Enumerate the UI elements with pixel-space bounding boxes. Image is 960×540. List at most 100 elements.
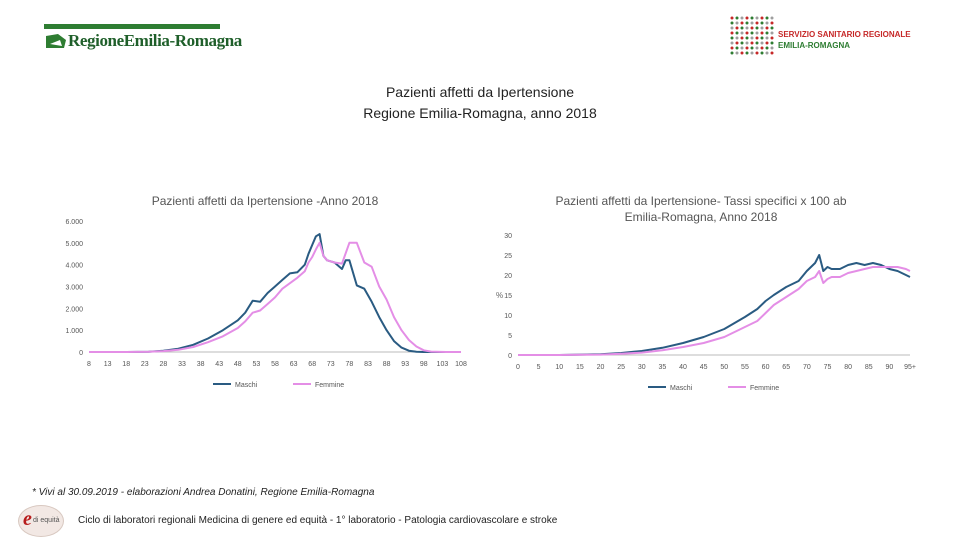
- x-tick-label: 45: [700, 364, 708, 371]
- logo-dot: [740, 46, 744, 50]
- logo-dot: [760, 21, 764, 25]
- logo-dot: [765, 16, 769, 20]
- regione-name: RegioneEmilia-Romagna: [68, 31, 242, 50]
- x-tick-label: 43: [215, 361, 223, 368]
- series-line-femmine: [89, 241, 461, 353]
- logo-dot: [760, 31, 764, 35]
- logo-dot: [760, 41, 764, 45]
- y-tick-label: 0: [79, 350, 83, 357]
- y-tick-label: 1.000: [65, 328, 83, 335]
- logo-dot: [745, 46, 749, 50]
- x-tick-label: 20: [597, 364, 605, 371]
- x-tick-label: 83: [364, 361, 372, 368]
- logo-dot: [750, 41, 754, 45]
- regione-logo: RegioneEmilia-Romagna: [44, 24, 242, 56]
- logo-dot: [755, 36, 759, 40]
- y-tick-label: 30: [504, 233, 512, 240]
- ssr-line2: EMILIA-ROMAGNA: [778, 41, 850, 50]
- y-tick-label: 5: [508, 333, 512, 340]
- x-tick-label: 88: [383, 361, 391, 368]
- y-tick-label: 15: [504, 293, 512, 300]
- x-tick-label: 35: [659, 364, 667, 371]
- x-tick-label: 23: [141, 361, 149, 368]
- ssr-line1: SERVIZIO SANITARIO REGIONALE: [778, 30, 911, 39]
- chart-absolute-counts: Pazienti affetti da Ipertensione -Anno 2…: [65, 194, 466, 389]
- logo-dot: [740, 16, 744, 20]
- logo-dot: [755, 16, 759, 20]
- x-tick-label: 63: [290, 361, 298, 368]
- chart-title: Emilia-Romagna, Anno 2018: [625, 210, 778, 224]
- logo-dot: [755, 21, 759, 25]
- page-title: Pazienti affetti da Ipertensione Regione…: [230, 82, 730, 124]
- ssr-dots-icon: [730, 16, 774, 55]
- logo-dot: [765, 41, 769, 45]
- x-tick-label: 15: [576, 364, 584, 371]
- equity-logo: e di equità: [18, 505, 64, 537]
- x-tick-label: 103: [437, 361, 449, 368]
- logo-dot: [755, 31, 759, 35]
- series-line-femmine: [518, 266, 911, 356]
- y-tick-label: 4.000: [65, 263, 83, 270]
- x-tick-label: 95+: [904, 364, 916, 371]
- logo-dot: [740, 51, 744, 55]
- y-tick-label: 3.000: [65, 285, 83, 292]
- x-tick-label: 93: [401, 361, 409, 368]
- logo-dot: [735, 46, 739, 50]
- logo-dot: [735, 31, 739, 35]
- logo-dot: [750, 46, 754, 50]
- x-tick-label: 30: [638, 364, 646, 371]
- series-line-maschi: [518, 254, 911, 356]
- chart-specific-rates: Pazienti affetti da Ipertensione- Tassi …: [496, 194, 916, 392]
- logo-dot: [740, 36, 744, 40]
- x-tick-label: 90: [885, 364, 893, 371]
- logo-dot: [765, 51, 769, 55]
- logo-dot: [770, 46, 774, 50]
- logo-dot: [755, 51, 759, 55]
- x-tick-label: 25: [617, 364, 625, 371]
- logo-dot: [765, 26, 769, 30]
- y-tick-label: 2.000: [65, 306, 83, 313]
- y-tick-label: 25: [504, 253, 512, 260]
- regione-flag-icon: [46, 34, 66, 48]
- logo-dot: [760, 51, 764, 55]
- x-tick-label: 13: [104, 361, 112, 368]
- x-tick-label: 5: [537, 364, 541, 371]
- logo-dot: [745, 51, 749, 55]
- ssr-logo: SERVIZIO SANITARIO REGIONALE EMILIA-ROMA…: [730, 16, 930, 56]
- y-tick-label: 6.000: [65, 219, 83, 226]
- logo-dot: [740, 26, 744, 30]
- logo-dot: [765, 31, 769, 35]
- logo-dot: [740, 31, 744, 35]
- logo-dot: [735, 41, 739, 45]
- logo-bar: [44, 24, 220, 29]
- logo-dot: [760, 36, 764, 40]
- logo-dot: [770, 36, 774, 40]
- legend-label-femmine: Femmine: [750, 385, 779, 392]
- x-tick-label: 98: [420, 361, 428, 368]
- y-tick-label: 5.000: [65, 241, 83, 248]
- logo-dot: [745, 31, 749, 35]
- legend-label-maschi: Maschi: [235, 382, 258, 389]
- logo-dot: [770, 31, 774, 35]
- logo-dot: [755, 41, 759, 45]
- x-tick-label: 75: [824, 364, 832, 371]
- y-axis-label: %: [496, 291, 503, 300]
- logo-dot: [765, 36, 769, 40]
- x-tick-label: 38: [197, 361, 205, 368]
- logo-dot: [730, 21, 734, 25]
- logo-dot: [750, 21, 754, 25]
- logo-dot: [760, 26, 764, 30]
- logo-dot: [750, 26, 754, 30]
- logo-dot: [750, 31, 754, 35]
- x-tick-label: 80: [844, 364, 852, 371]
- logo-dot: [765, 46, 769, 50]
- logo-dot: [735, 16, 739, 20]
- logo-dot: [750, 51, 754, 55]
- logo-dot: [745, 21, 749, 25]
- logo-dot: [735, 21, 739, 25]
- y-tick-label: 0: [508, 353, 512, 360]
- logo-dot: [750, 16, 754, 20]
- logo-dot: [730, 31, 734, 35]
- logo-dot: [745, 36, 749, 40]
- logo-dot: [745, 41, 749, 45]
